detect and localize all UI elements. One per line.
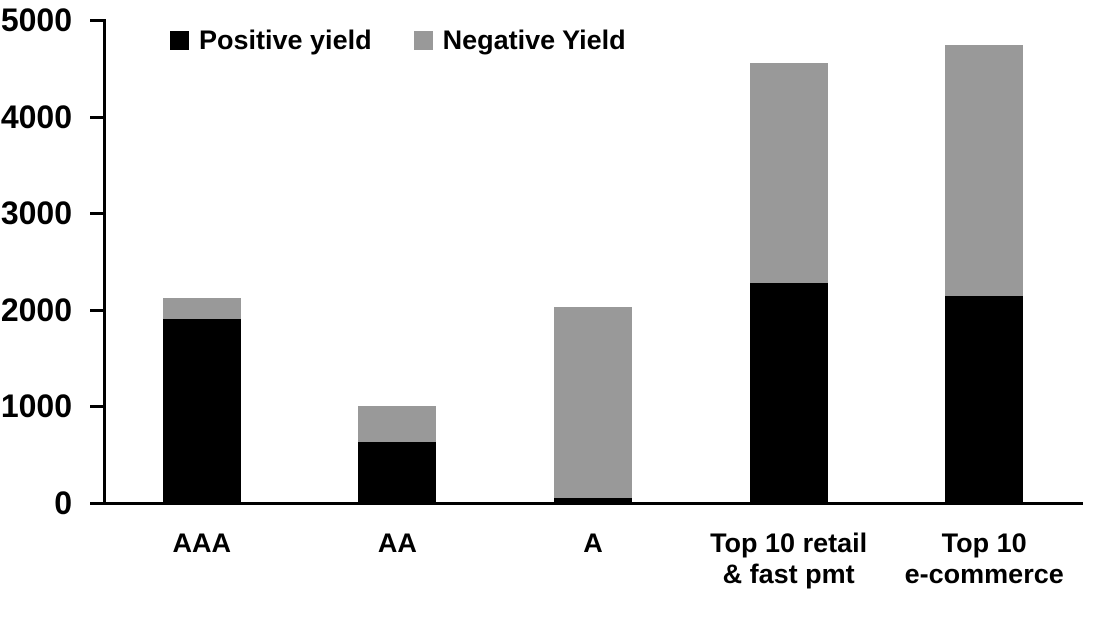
y-tick-label: 3000: [0, 195, 72, 232]
y-tick-label: 4000: [0, 98, 72, 135]
x-category-label: Top 10 retail & fast pmt: [710, 528, 868, 589]
legend-item-negative-yield: Negative Yield: [413, 24, 626, 55]
legend-swatch-positive-yield: [170, 30, 189, 50]
y-tick-mark: [90, 212, 103, 216]
bar-segment-negative-yield: [945, 45, 1024, 297]
y-tick-label: 2000: [0, 291, 72, 328]
y-axis-line: [103, 19, 106, 505]
x-category-label: A: [583, 528, 603, 558]
x-axis-line: [103, 502, 1083, 505]
y-tick-mark: [90, 502, 103, 505]
legend-item-positive-yield: Positive yield: [170, 24, 372, 55]
y-tick-mark: [90, 19, 103, 22]
bar-segment-positive-yield: [162, 319, 241, 503]
y-tick-mark: [90, 405, 103, 409]
bar-segment-positive-yield: [554, 498, 632, 503]
y-tick-label: 5000: [0, 2, 72, 38]
bar-segment-negative-yield: [749, 63, 828, 283]
y-tick-mark: [90, 308, 103, 312]
bar-segment-positive-yield: [945, 296, 1024, 503]
x-category-label: AA: [377, 528, 417, 558]
bar-segment-negative-yield: [358, 406, 437, 443]
legend-swatch-negative-yield: [413, 30, 433, 50]
y-tick-mark: [90, 115, 103, 119]
bar-segment-negative-yield: [554, 306, 632, 499]
bar-segment-positive-yield: [358, 442, 437, 503]
chart-legend: Positive yield Negative Yield: [170, 22, 626, 58]
legend-label-positive-yield: Positive yield: [199, 24, 372, 55]
bar-segment-negative-yield: [162, 298, 241, 320]
legend-label-negative-yield: Negative Yield: [442, 24, 626, 55]
x-category-label: AAA: [172, 528, 232, 558]
y-tick-label: 0: [54, 485, 72, 521]
bar-segment-positive-yield: [749, 282, 828, 503]
x-category-label: Top 10 e-commerce: [904, 528, 1064, 589]
y-tick-label: 1000: [0, 388, 72, 425]
